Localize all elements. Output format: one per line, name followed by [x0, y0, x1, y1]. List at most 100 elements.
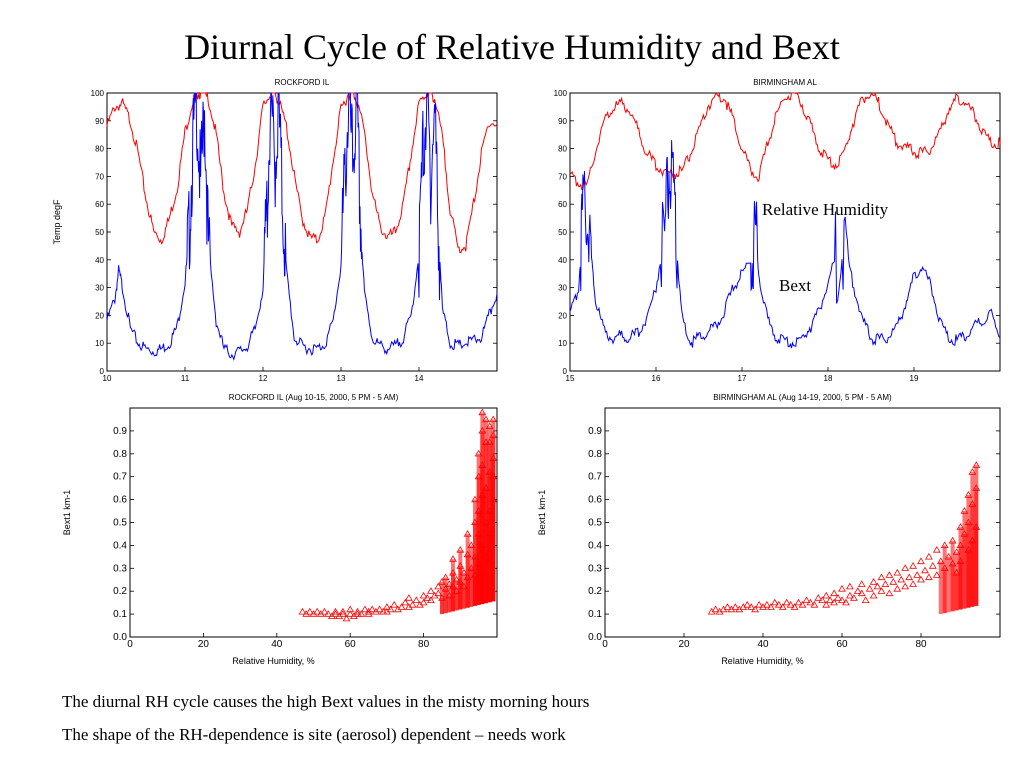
y-tick-label: 0.6: [588, 495, 602, 506]
scatter-point: [881, 580, 890, 587]
scatter-point: [401, 598, 410, 606]
scatter-point: [806, 598, 815, 606]
scatter-point: [339, 607, 347, 615]
x-tick-label: 14: [415, 374, 424, 383]
scatter-point: [747, 603, 755, 610]
bext-series-line: [106, 92, 498, 361]
scatter-point: [707, 607, 716, 615]
scatter-point: [826, 596, 835, 603]
scatter-point: [861, 596, 870, 603]
annotation-bext: Bext: [779, 276, 811, 295]
scatter-point: [357, 610, 366, 617]
scatter-point: [842, 598, 850, 606]
y-tick-label: 10: [95, 339, 104, 348]
scatter-point: [838, 596, 846, 603]
y-tick-label: 70: [95, 172, 104, 181]
x-tick-label: 20: [198, 639, 210, 650]
scatter-point: [302, 610, 311, 617]
scatter-point: [822, 591, 831, 599]
y-tick-label: 90: [95, 117, 104, 126]
scatter-point: [379, 607, 388, 615]
scatter-point: [818, 596, 827, 603]
scatter-point: [932, 571, 941, 578]
scatter-density-band: [938, 561, 943, 615]
y-tick-label: 60: [95, 200, 104, 209]
scatter-point: [763, 600, 771, 608]
y-tick-label: 0.3: [588, 563, 602, 574]
y-tick-label: 80: [95, 145, 104, 154]
scatter-density-band: [970, 472, 975, 607]
x-tick-label: 40: [271, 639, 283, 650]
scatter-point: [430, 591, 439, 599]
scatter-point: [434, 582, 443, 590]
scatter-point: [917, 575, 925, 583]
x-tick-label: 40: [757, 639, 769, 650]
scatter-point: [885, 571, 894, 578]
scatter-density-band: [954, 572, 959, 611]
chart-title: BIRMINGHAM AL (Aug 14-19, 2000, 5 PM - 5…: [713, 393, 892, 402]
scatter-point: [849, 594, 858, 601]
scatter-point: [383, 607, 391, 615]
scatter-density-band: [458, 549, 463, 610]
x-tick-label: 18: [824, 374, 833, 383]
y-tick-label: 0.4: [113, 540, 127, 551]
scatter-point: [434, 589, 443, 597]
scatter-point: [324, 610, 333, 617]
scatter-point: [313, 607, 322, 615]
scatter-point: [327, 612, 336, 619]
scatter-point: [790, 603, 799, 610]
scatter-point: [346, 605, 355, 613]
birmingham-timeseries-panel: BIRMINGHAM AL 0 10 20 30 40 50 60 70 80 90 100 15 16 1…: [535, 74, 1010, 384]
y-tick-label: 50: [558, 228, 567, 237]
scatter-density-band: [476, 511, 481, 605]
x-tick-label: 12: [259, 374, 268, 383]
scatter-point: [353, 607, 362, 615]
scatter-point: [397, 603, 406, 610]
x-axis-label: Relative Humidity, %: [232, 656, 314, 666]
scatter-point: [921, 566, 929, 574]
scatter-density-band: [966, 495, 971, 608]
scatter-point: [426, 596, 435, 603]
rockford-scatter-chart: ROCKFORD IL (Aug 10-15, 2000, 5 PM - 5 A…: [62, 393, 498, 666]
scatter-density-band: [946, 556, 951, 613]
scatter-point: [375, 605, 384, 613]
scatter-point: [316, 610, 325, 617]
scatter-point: [731, 603, 740, 610]
y-tick-label: 0: [563, 367, 568, 376]
y-tick-label: 20: [95, 311, 104, 320]
y-tick-label: 0.6: [113, 495, 127, 506]
scatter-point: [331, 607, 340, 615]
scatter-density-band: [439, 582, 444, 615]
scatter-point: [909, 580, 917, 587]
scatter-point: [715, 607, 724, 615]
y-axis-label: Temp degF: [52, 199, 62, 245]
scatter-point: [834, 594, 842, 601]
scatter-point: [774, 600, 783, 608]
y-tick-label: 0.5: [588, 518, 602, 529]
bullet-2: The shape of the RH-dependence is site (…: [62, 725, 566, 744]
scatter-point: [877, 587, 886, 594]
scatter-density-band: [483, 556, 488, 604]
y-tick-label: 0.1: [113, 609, 127, 620]
y-tick-label: 0.9: [113, 426, 127, 437]
scatter-point: [901, 582, 910, 590]
scatter-point: [331, 610, 340, 617]
scatter-point: [394, 605, 402, 613]
scatter-point: [869, 591, 878, 599]
x-axis-label: Relative Humidity, %: [721, 656, 803, 666]
scatter-point: [901, 564, 910, 571]
scatter-density-band: [447, 595, 452, 613]
scatter-point: [853, 587, 862, 594]
scatter-point: [408, 600, 417, 608]
scatter-point: [838, 584, 846, 592]
x-tick-label: 0: [127, 639, 133, 650]
x-tick-label: 80: [418, 639, 430, 650]
scatter-point: [924, 573, 933, 581]
scatter-point: [364, 610, 373, 617]
y-tick-label: 60: [558, 200, 567, 209]
y-tick-label: 0.9: [588, 426, 602, 437]
y-tick-label: 100: [554, 89, 568, 98]
rh-series-line: [569, 92, 1001, 191]
y-tick-label: 10: [558, 339, 567, 348]
